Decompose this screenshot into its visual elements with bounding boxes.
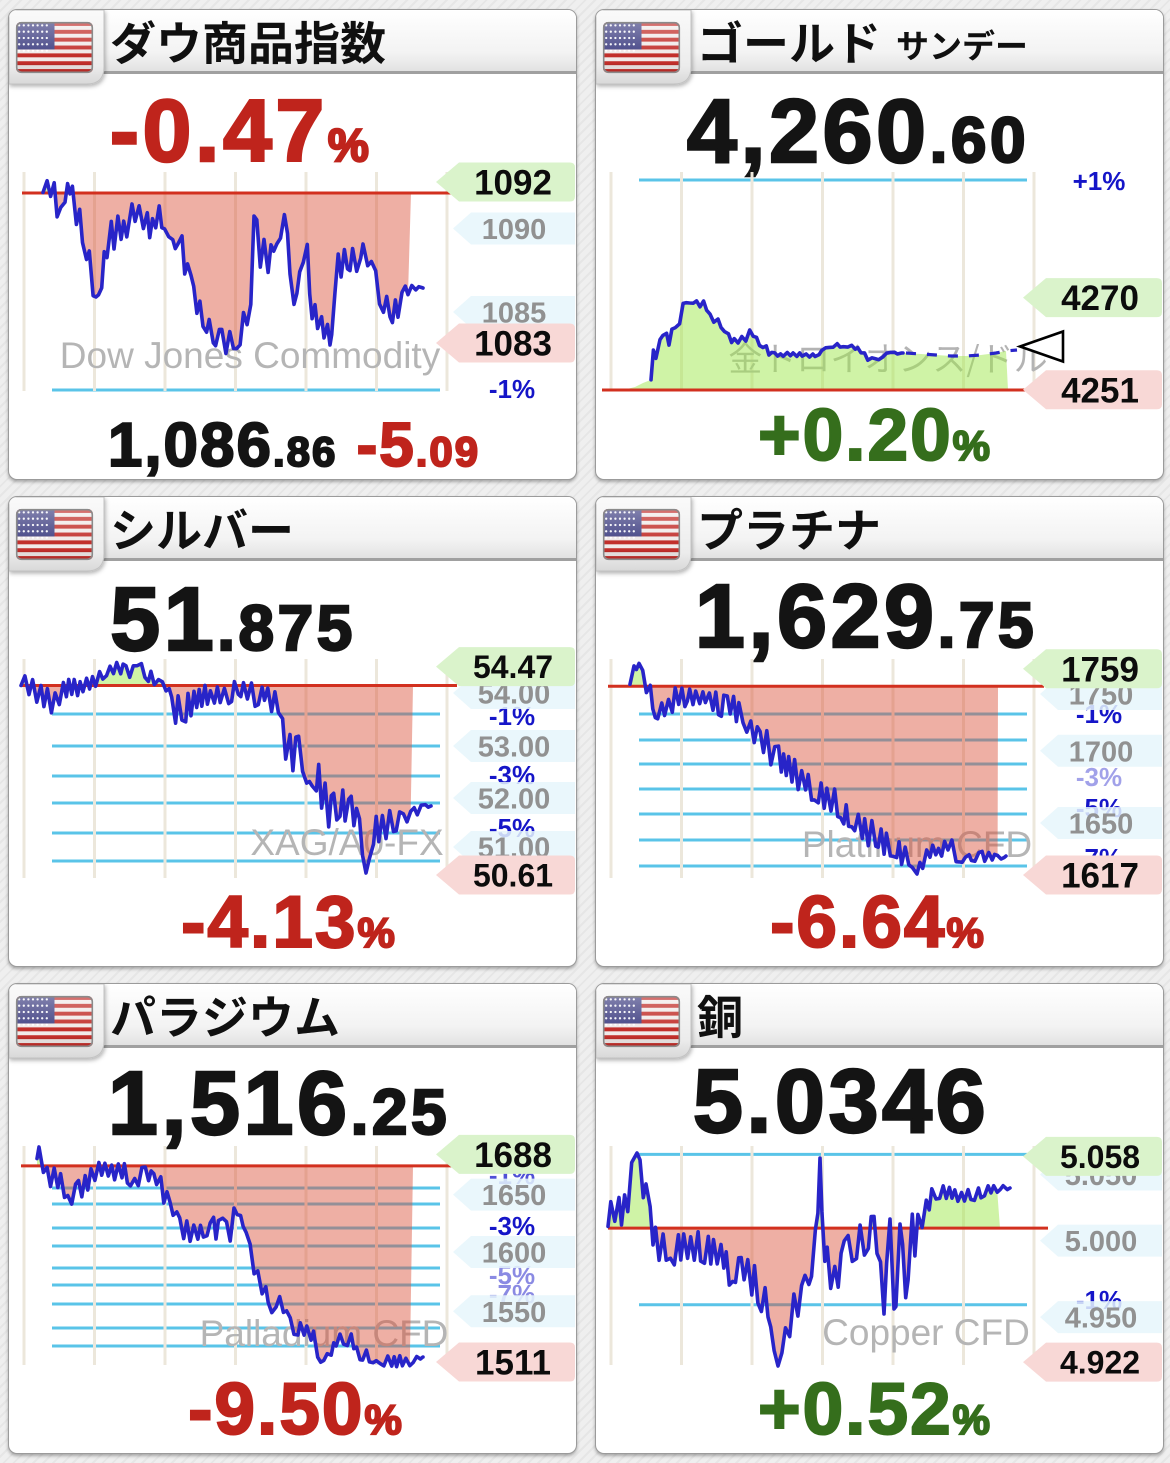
svg-text:52.00: 52.00 <box>478 784 551 816</box>
svg-text:+1%: +1% <box>1073 166 1126 196</box>
svg-text:1090: 1090 <box>482 214 547 246</box>
svg-text:50.61: 50.61 <box>473 858 553 894</box>
svg-text:1550: 1550 <box>482 1297 547 1329</box>
svg-text:5.058: 5.058 <box>1060 1139 1140 1175</box>
svg-text:1092: 1092 <box>474 164 552 203</box>
svg-text:Palladium CFD: Palladium CFD <box>200 1313 449 1354</box>
svg-text:1511: 1511 <box>475 1344 551 1383</box>
svg-text:53.00: 53.00 <box>478 732 551 764</box>
svg-text:4251: 4251 <box>1061 371 1139 410</box>
svg-text:1700: 1700 <box>1069 736 1134 768</box>
svg-text:-4.13%: -4.13% <box>181 882 397 963</box>
svg-text:+0.20%: +0.20% <box>758 395 992 476</box>
svg-text:4.922: 4.922 <box>1060 1345 1140 1381</box>
svg-text:-9.50%: -9.50% <box>188 1369 404 1450</box>
svg-text:-6.64%: -6.64% <box>770 882 986 963</box>
svg-text:5.000: 5.000 <box>1065 1226 1138 1258</box>
svg-text:XAG/A0-FX: XAG/A0-FX <box>250 822 443 863</box>
svg-text:1,516.25: 1,516.25 <box>108 1054 450 1154</box>
svg-text:-3%: -3% <box>1076 762 1122 792</box>
svg-text:1759: 1759 <box>1061 650 1139 689</box>
svg-text:51.875: 51.875 <box>110 570 356 670</box>
svg-text:-1%: -1% <box>489 374 535 404</box>
svg-text:54.47: 54.47 <box>473 649 553 685</box>
svg-text:1650: 1650 <box>1069 809 1134 841</box>
svg-text:Dow Jones Commodity: Dow Jones Commodity <box>60 335 441 376</box>
svg-text:1617: 1617 <box>1061 857 1139 896</box>
svg-text:4,260.60: 4,260.60 <box>687 82 1029 182</box>
svg-text:1688: 1688 <box>474 1136 552 1175</box>
svg-text:5.0346: 5.0346 <box>693 1052 989 1152</box>
svg-text:+0.52%: +0.52% <box>758 1369 992 1450</box>
svg-text:1600: 1600 <box>482 1238 547 1270</box>
svg-text:Copper CFD: Copper CFD <box>822 1312 1030 1353</box>
svg-text:4.950: 4.950 <box>1065 1303 1138 1335</box>
svg-text:1083: 1083 <box>474 325 552 364</box>
svg-text:-0.47%: -0.47% <box>110 81 372 180</box>
svg-text:4270: 4270 <box>1061 279 1139 318</box>
svg-text:1,086.86 -5.09: 1,086.86 -5.09 <box>108 411 480 479</box>
svg-text:1,629.75: 1,629.75 <box>695 567 1037 667</box>
svg-text:1650: 1650 <box>482 1180 547 1212</box>
